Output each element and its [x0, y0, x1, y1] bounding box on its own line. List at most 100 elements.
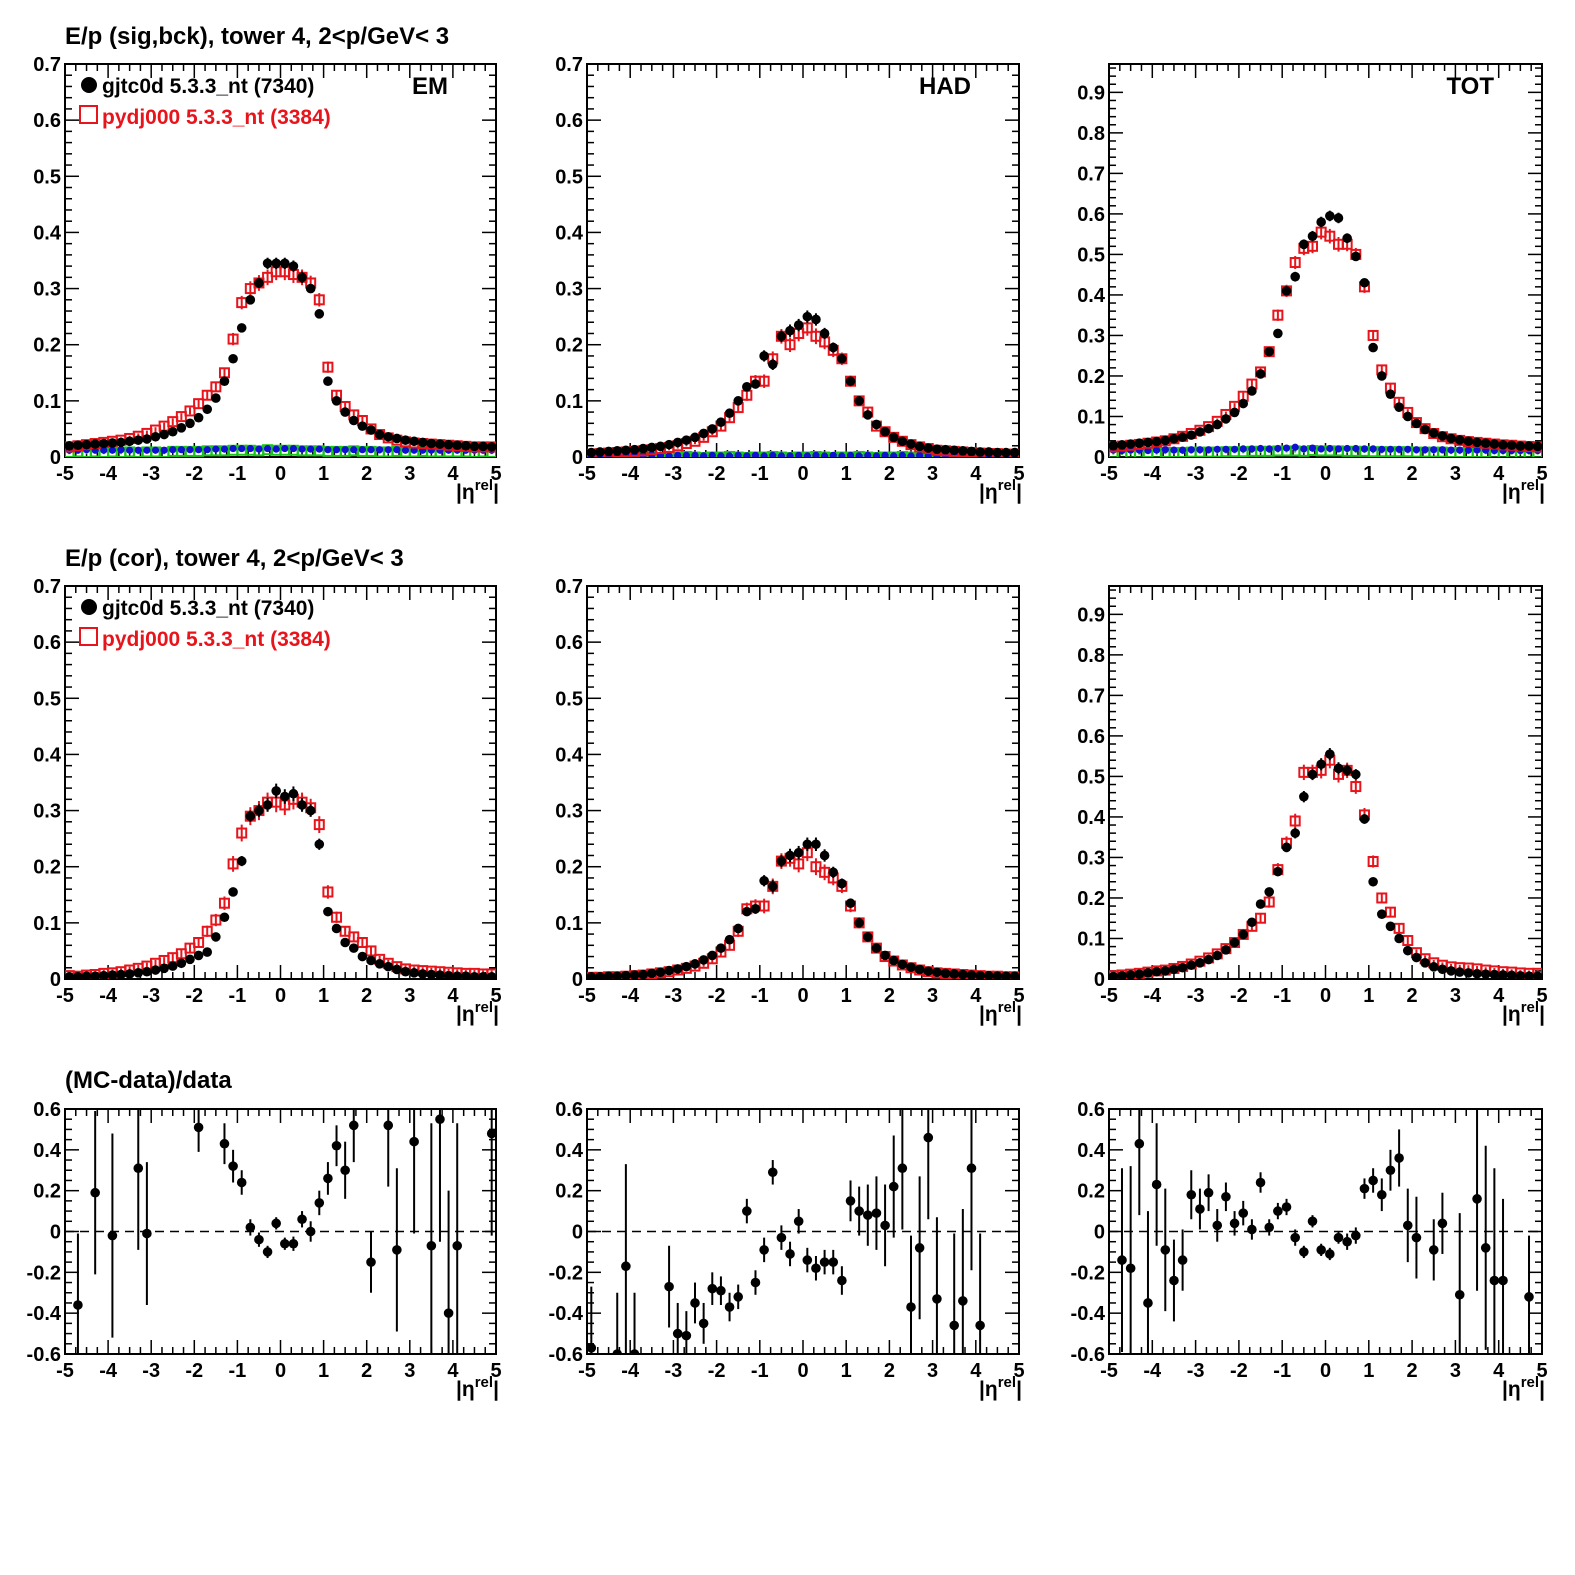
data-point: [305, 805, 316, 816]
data-point: [767, 881, 778, 892]
x-tick-label: 1: [318, 463, 329, 485]
data-point: [681, 961, 692, 972]
bck-data-point: [332, 446, 341, 454]
data-point: [1437, 431, 1448, 441]
y-tick-label: -0.4: [27, 1303, 62, 1325]
bck-data-point: [401, 446, 410, 454]
data-point: [461, 971, 471, 979]
bck-data-point: [725, 452, 734, 457]
y-tick-label: 0.4: [555, 222, 584, 244]
bck-data-point: [1464, 446, 1472, 454]
data-point: [1177, 1255, 1188, 1265]
mc-point: [244, 283, 256, 295]
data-point: [819, 328, 830, 339]
data-point: [1125, 970, 1136, 979]
bck-data-point: [384, 446, 392, 454]
x-tick-label: 4: [447, 463, 459, 485]
data-point: [880, 1220, 890, 1231]
x-tick-label: 5: [1013, 463, 1024, 485]
data-point: [966, 970, 977, 979]
data-point: [647, 968, 657, 979]
data-point: [340, 407, 350, 417]
mc-point: [1324, 230, 1336, 242]
x-tick-label: -1: [751, 1360, 769, 1382]
data-point: [1160, 966, 1171, 976]
y-tick-label: -0.6: [27, 1344, 61, 1366]
data-point: [1463, 968, 1474, 978]
y-tick-label: 0.1: [1077, 406, 1105, 428]
data-point: [949, 969, 959, 979]
x-tick-label: -1: [751, 463, 769, 485]
mc-point: [758, 900, 770, 912]
bck-data-point: [881, 451, 889, 457]
mc-point: [210, 381, 222, 393]
data-point: [966, 446, 977, 457]
data-point: [785, 850, 795, 861]
data-point: [1247, 1224, 1257, 1235]
data-point: [219, 1138, 230, 1149]
data-point: [383, 1120, 394, 1131]
bck-data-point: [1291, 443, 1299, 451]
data-point: [1420, 957, 1430, 968]
data-point: [245, 295, 256, 305]
data-point: [690, 959, 700, 969]
data-point: [409, 436, 419, 447]
data-point: [124, 969, 135, 979]
x-tick-label: -3: [665, 985, 683, 1007]
bck-data-point: [1326, 444, 1334, 453]
data-point: [845, 1196, 856, 1206]
data-point: [400, 435, 411, 445]
y-tick-label: 0.8: [1077, 123, 1105, 145]
x-tick-label: -4: [1143, 1360, 1162, 1382]
x-tick-label: -5: [578, 463, 596, 485]
data-point: [1134, 438, 1145, 449]
data-point: [435, 439, 445, 449]
data-point: [426, 1240, 437, 1251]
x-axis-title-end: |: [1539, 1378, 1545, 1401]
bck-data-point: [674, 451, 682, 457]
y-tick-label: 0.7: [555, 54, 583, 76]
bck-data-point: [700, 452, 708, 457]
data-point: [1342, 1236, 1352, 1247]
data-point: [1342, 233, 1352, 244]
data-point: [176, 958, 187, 969]
data-point: [1480, 1243, 1491, 1253]
x-tick-label: 2: [1407, 1360, 1418, 1382]
data-point: [142, 1228, 152, 1239]
y-tick-label: 0.1: [555, 391, 583, 413]
data-point: [1385, 1165, 1396, 1176]
x-tick-label: 4: [447, 1360, 459, 1382]
data-point: [297, 1214, 307, 1225]
x-tick-label: 2: [884, 985, 895, 1007]
data-point: [854, 1206, 864, 1216]
data-point: [280, 258, 290, 269]
x-axis-title-main: |η: [979, 481, 998, 504]
panel-mid-TOT: -5 -4 -3 -2 -1 0 1 2 3 4 5 0 0.1 0.2 0.3 0.4 0.5 0.6 0.7 0.…: [1077, 585, 1548, 1026]
data-point: [193, 1122, 204, 1133]
bck-data-point: [1239, 445, 1247, 453]
mc-point: [1367, 329, 1379, 341]
data-point: [1333, 763, 1344, 774]
data-point: [750, 1277, 761, 1288]
x-tick-label: -5: [1100, 463, 1118, 485]
x-axis-title-main: |η: [979, 1003, 998, 1026]
x-tick-label: -4: [621, 985, 640, 1007]
data-point: [486, 1128, 496, 1139]
marks: [587, 837, 1019, 979]
data-point: [1402, 411, 1413, 422]
x-tick-label: 3: [404, 985, 415, 1007]
y-tick-label: 0.3: [1077, 325, 1105, 347]
data-point: [897, 959, 908, 970]
data-point: [245, 811, 256, 821]
data-point: [288, 788, 299, 799]
bck-data-point: [1386, 445, 1395, 453]
bck-data-point: [220, 445, 229, 453]
legend-middle: gjtc0d 5.3.3_nt (7340) pydj000 5.3.3_nt …: [79, 597, 331, 651]
x-tick-label: 5: [490, 463, 501, 485]
bck-data-point: [341, 446, 349, 454]
bck-data-point: [117, 446, 125, 454]
bck-data-point: [281, 444, 289, 453]
data-point: [461, 440, 471, 451]
legend-label-data: gjtc0d 5.3.3_nt (7340): [102, 597, 314, 620]
data-point: [271, 1218, 281, 1229]
